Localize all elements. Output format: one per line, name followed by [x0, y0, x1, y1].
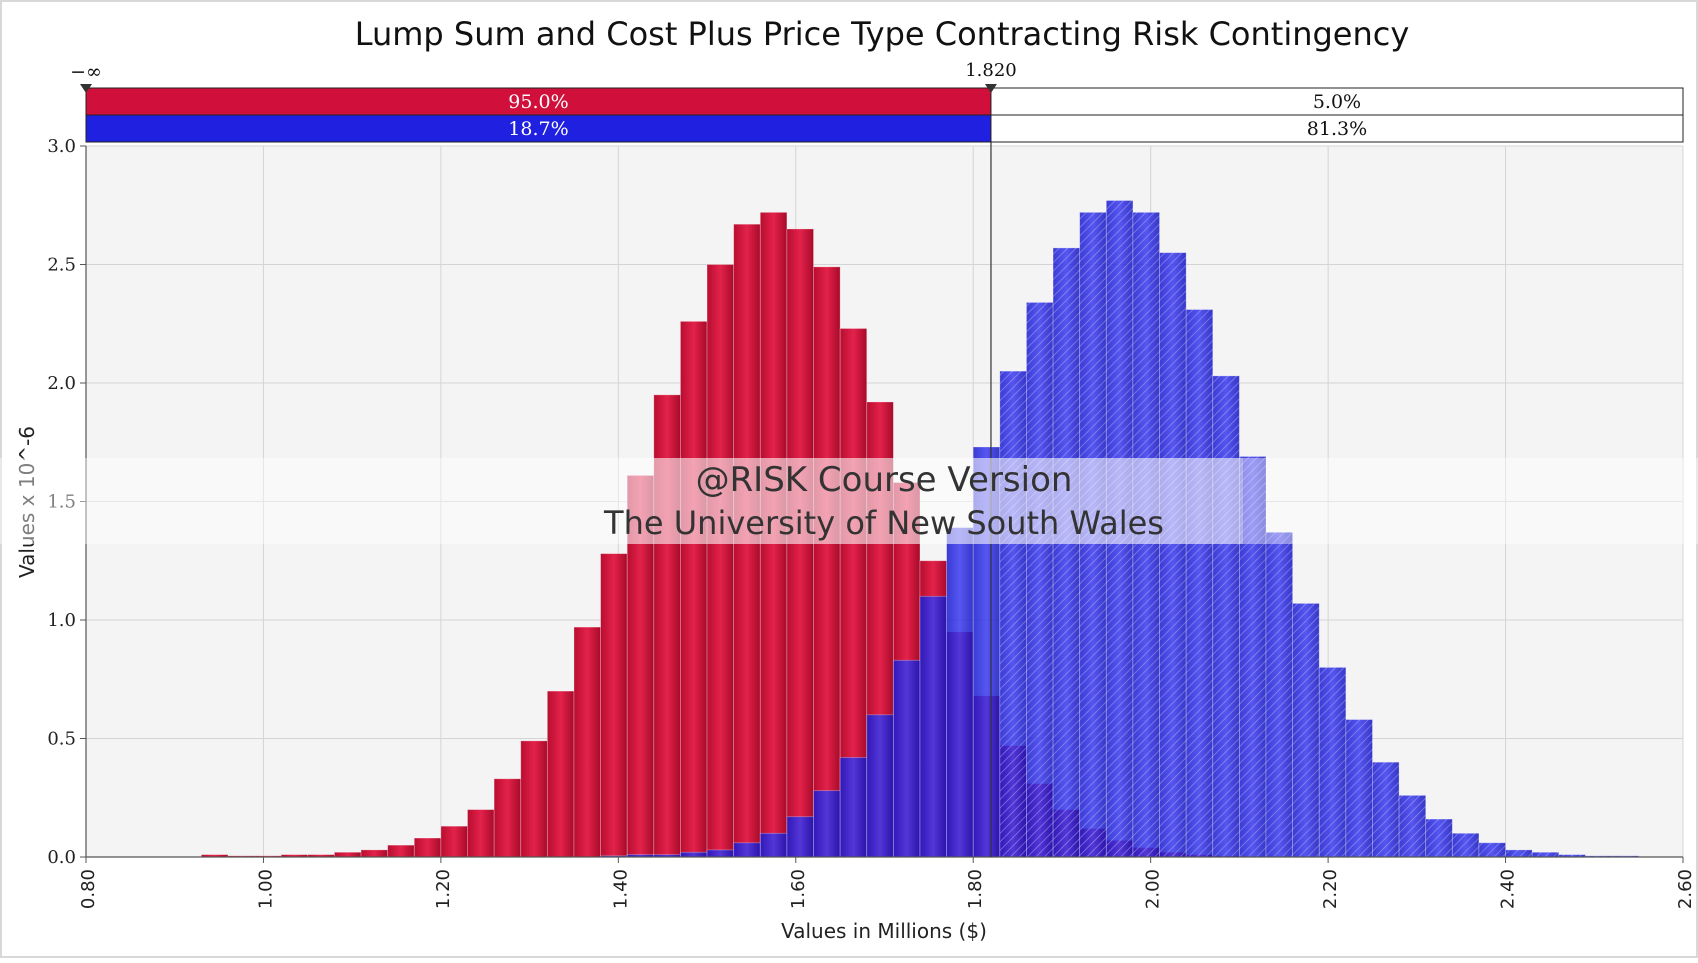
y-axis-label: Values x 10^-6: [15, 426, 39, 578]
bar-hatch-s1-19: [1106, 200, 1133, 857]
bar-s1-4: [706, 849, 735, 858]
y-tick-label-0: 0.0: [47, 847, 76, 868]
prob-right-1: [990, 114, 1684, 143]
bar-hatch-s1-17: [1053, 247, 1080, 857]
bar-hatch-s1-20: [1132, 212, 1160, 858]
bar-hatch-s1-30: [1399, 795, 1426, 857]
bar-s0-14: [573, 626, 601, 858]
prob-right-label-1: 81.3%: [1307, 118, 1367, 140]
bar-hatch-s1-24: [1239, 456, 1267, 857]
bar-s0-18: [680, 320, 708, 858]
prob-left-0: [85, 87, 992, 116]
chart-title: Lump Sum and Cost Plus Price Type Contra…: [355, 15, 1410, 53]
bar-s0-7: [387, 844, 415, 858]
x-axis-label: Values in Millions ($): [781, 919, 987, 943]
watermark-box: [620, 458, 1243, 544]
x-tick-label-3: 1.40: [610, 869, 631, 909]
delimiter-right-label: 1.820: [965, 60, 1017, 81]
bar-s0-21: [759, 211, 788, 858]
watermark-line-2: The University of New South Wales: [603, 504, 1164, 542]
bar-s0-8: [413, 837, 442, 858]
y-tick-label-6: 3.0: [47, 136, 76, 157]
x-tick-label-6: 2.00: [1143, 869, 1164, 909]
prob-right-label-0: 5.0%: [1313, 91, 1361, 113]
bar-s0-9: [440, 825, 468, 858]
bar-s0-19: [706, 264, 735, 858]
bar-s1-5: [733, 842, 761, 858]
bar-hatch-s1-29: [1372, 762, 1400, 857]
bar-s0-15: [600, 553, 628, 858]
bar-hatch-s1-28: [1345, 719, 1373, 857]
prob-left-label-0: 95.0%: [508, 91, 568, 113]
bar-hatch-s1-26: [1292, 603, 1320, 857]
bar-hatch-s1-18: [1079, 212, 1107, 858]
bar-s1-8: [813, 790, 841, 858]
x-tick-label-4: 1.60: [788, 869, 809, 909]
bar-hatch-s1-35: [1532, 852, 1559, 857]
bar-s1-10: [866, 714, 894, 858]
bar-s1-11: [892, 659, 921, 858]
y-tick-label-5: 2.5: [47, 255, 76, 276]
bar-s1-12: [919, 595, 948, 858]
series-1: [600, 200, 1640, 858]
bar-s0-11: [493, 778, 522, 858]
bar-s0-23: [813, 266, 841, 858]
bars: [200, 200, 1640, 858]
prob-right-0: [990, 87, 1684, 116]
bar-hatch-s1-22: [1186, 309, 1213, 857]
y-tick-label-3: 1.5: [47, 492, 76, 513]
bar-hatch-s1-16: [1026, 302, 1054, 857]
bar-hatch-s1-33: [1478, 842, 1506, 857]
prob-left-label-1: 18.7%: [508, 118, 568, 140]
bar-s1-14: [972, 446, 1001, 858]
x-tick-label-8: 2.40: [1498, 869, 1519, 909]
bar-hatch-s1-34: [1505, 849, 1533, 857]
bar-hatch-s1-36: [1558, 854, 1586, 857]
bar-hatch-s1-32: [1452, 833, 1479, 857]
bar-hatch-s1-15: [999, 371, 1027, 857]
bar-s0-6: [360, 849, 389, 858]
x-tick-label-2: 1.20: [433, 869, 454, 909]
bar-s1-9: [839, 757, 868, 858]
bar-s0-17: [653, 394, 681, 858]
x-tick-label-9: 2.60: [1675, 869, 1696, 909]
delimiter-marker-left: [80, 84, 92, 93]
watermark-band: [0, 458, 1698, 544]
watermark-line-1: @RISK Course Version: [696, 460, 1073, 500]
y-tick-label-2: 1.0: [47, 610, 76, 631]
bar-s1-13: [946, 527, 974, 858]
x-tick-label-0: 0.80: [78, 869, 99, 909]
y-tick-label-4: 2.0: [47, 373, 76, 394]
bar-hatch-s1-31: [1425, 819, 1453, 857]
bar-s1-6: [759, 832, 788, 858]
bar-s1-7: [786, 816, 814, 858]
x-tick-label-1: 1.00: [255, 869, 276, 909]
bar-hatch-s1-21: [1159, 252, 1187, 857]
x-tick-label-5: 1.80: [965, 869, 986, 909]
bar-s0-5: [334, 851, 362, 858]
delimiter-left-label: −∞: [70, 61, 102, 83]
bar-hatch-s1-23: [1212, 375, 1240, 857]
bar-hatch-s1-27: [1319, 667, 1346, 857]
delimiter-marker-right: [984, 84, 997, 93]
bar-s0-10: [467, 809, 495, 858]
probability-bars: 95.0% 5.0% 18.7% 81.3% −∞ 1.820: [70, 60, 1684, 143]
bar-s0-13: [546, 690, 575, 858]
bar-hatch-s1-25: [1266, 532, 1293, 857]
watermark: @RISK Course Version The University of N…: [0, 458, 1698, 544]
bar-s0-12: [520, 740, 548, 858]
x-tick-label-7: 2.20: [1320, 869, 1341, 909]
axes: 0.80 1.00 1.20 1.40 1.60 1.80 2.00 2.20 2.40 2.60…: [47, 88, 1696, 909]
bar-s1-3: [680, 851, 708, 858]
y-tick-label-1: 0.5: [47, 729, 76, 750]
